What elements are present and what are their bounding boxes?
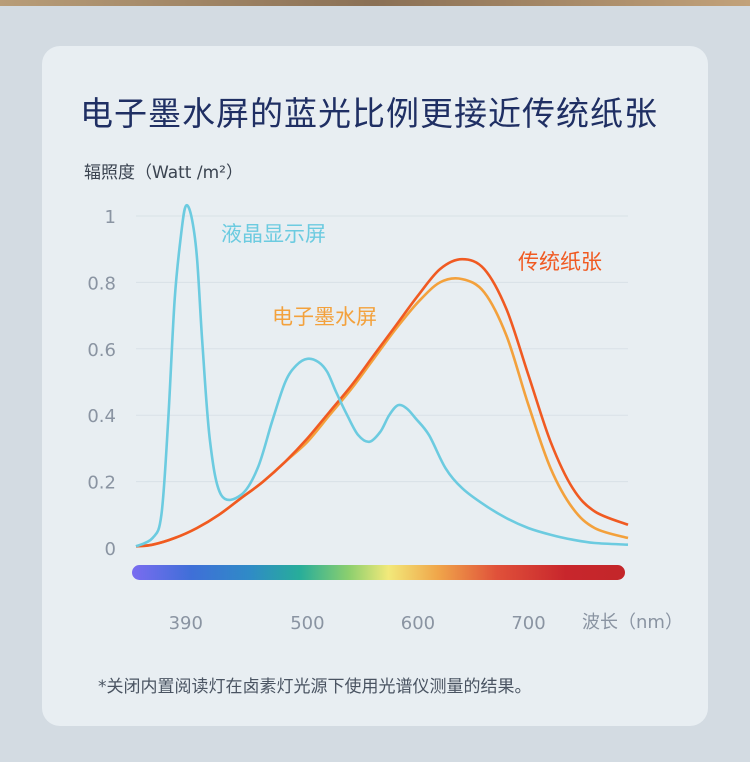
y-tick-label: 0.8	[87, 273, 116, 294]
y-tick-label: 0.4	[87, 406, 116, 427]
page-title: 电子墨水屏的蓝光比例更接近传统纸张	[80, 94, 658, 133]
footnote: *关闭内置阅读灯在卤素灯光源下使用光谱仪测量的结果。	[98, 677, 532, 697]
chart-card	[42, 46, 708, 726]
x-tick-label: 500	[290, 613, 324, 634]
y-tick-label: 1	[105, 207, 116, 228]
x-tick-label: 700	[511, 613, 545, 634]
series-label-1: 电子墨水屏	[272, 305, 377, 329]
y-tick-label: 0	[105, 539, 116, 560]
y-tick-label: 0.2	[87, 473, 116, 494]
y-tick-label: 0.6	[87, 340, 116, 361]
series-line-2	[135, 257, 629, 548]
top-decor-strip	[0, 0, 750, 6]
spectrum-bar	[132, 565, 625, 580]
series-label-0: 液晶显示屏	[221, 222, 326, 246]
x-tick-label: 390	[169, 613, 203, 634]
y-axis-label: 辐照度（Watt /m²）	[84, 163, 243, 183]
series-line-1	[135, 277, 629, 548]
series-line-0	[135, 203, 629, 548]
x-axis-label: 波长（nm）	[582, 612, 683, 633]
x-tick-label: 600	[401, 613, 435, 634]
series-label-2: 传统纸张	[518, 250, 602, 274]
